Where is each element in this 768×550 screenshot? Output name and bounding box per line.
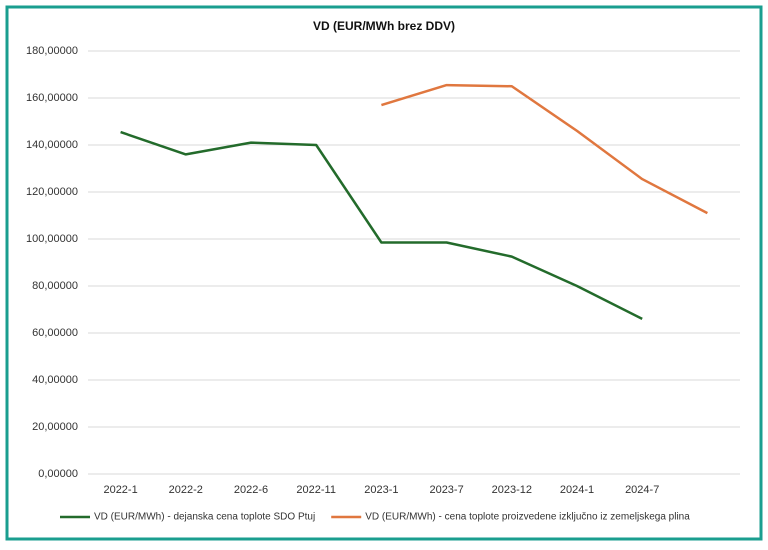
y-tick-label: 160,00000 (26, 92, 78, 104)
y-tick-label: 0,00000 (38, 468, 78, 480)
y-tick-label: 100,00000 (26, 233, 78, 245)
frame (5, 5, 763, 541)
y-tick-label: 60,00000 (32, 327, 78, 339)
x-tick-label: 2022-2 (169, 484, 203, 496)
x-tick-label: 2023-1 (364, 484, 398, 496)
legend-label: VD (EUR/MWh) - cena toplote proizvedene … (365, 512, 690, 523)
x-tick-label: 2022-1 (103, 484, 137, 496)
x-tick-label: 2024-7 (625, 484, 659, 496)
x-tick-label: 2023-7 (429, 484, 463, 496)
x-tick-label: 2024-1 (560, 484, 594, 496)
y-tick-label: 140,00000 (26, 139, 78, 151)
y-tick-label: 120,00000 (26, 186, 78, 198)
y-tick-label: 180,00000 (26, 45, 78, 57)
y-tick-label: 40,00000 (32, 374, 78, 386)
legend-label: VD (EUR/MWh) - dejanska cena toplote SDO… (94, 512, 315, 523)
x-tick-label: 2023-12 (492, 484, 532, 496)
chart-title: VD (EUR/MWh brez DDV) (313, 19, 455, 33)
series-line (381, 83, 708, 215)
series-line (120, 130, 643, 321)
y-tick-label: 20,00000 (32, 421, 78, 433)
x-tick-label: 2022-6 (234, 484, 268, 496)
x-tick-label: 2022-11 (296, 484, 336, 496)
y-tick-label: 80,00000 (32, 280, 78, 292)
